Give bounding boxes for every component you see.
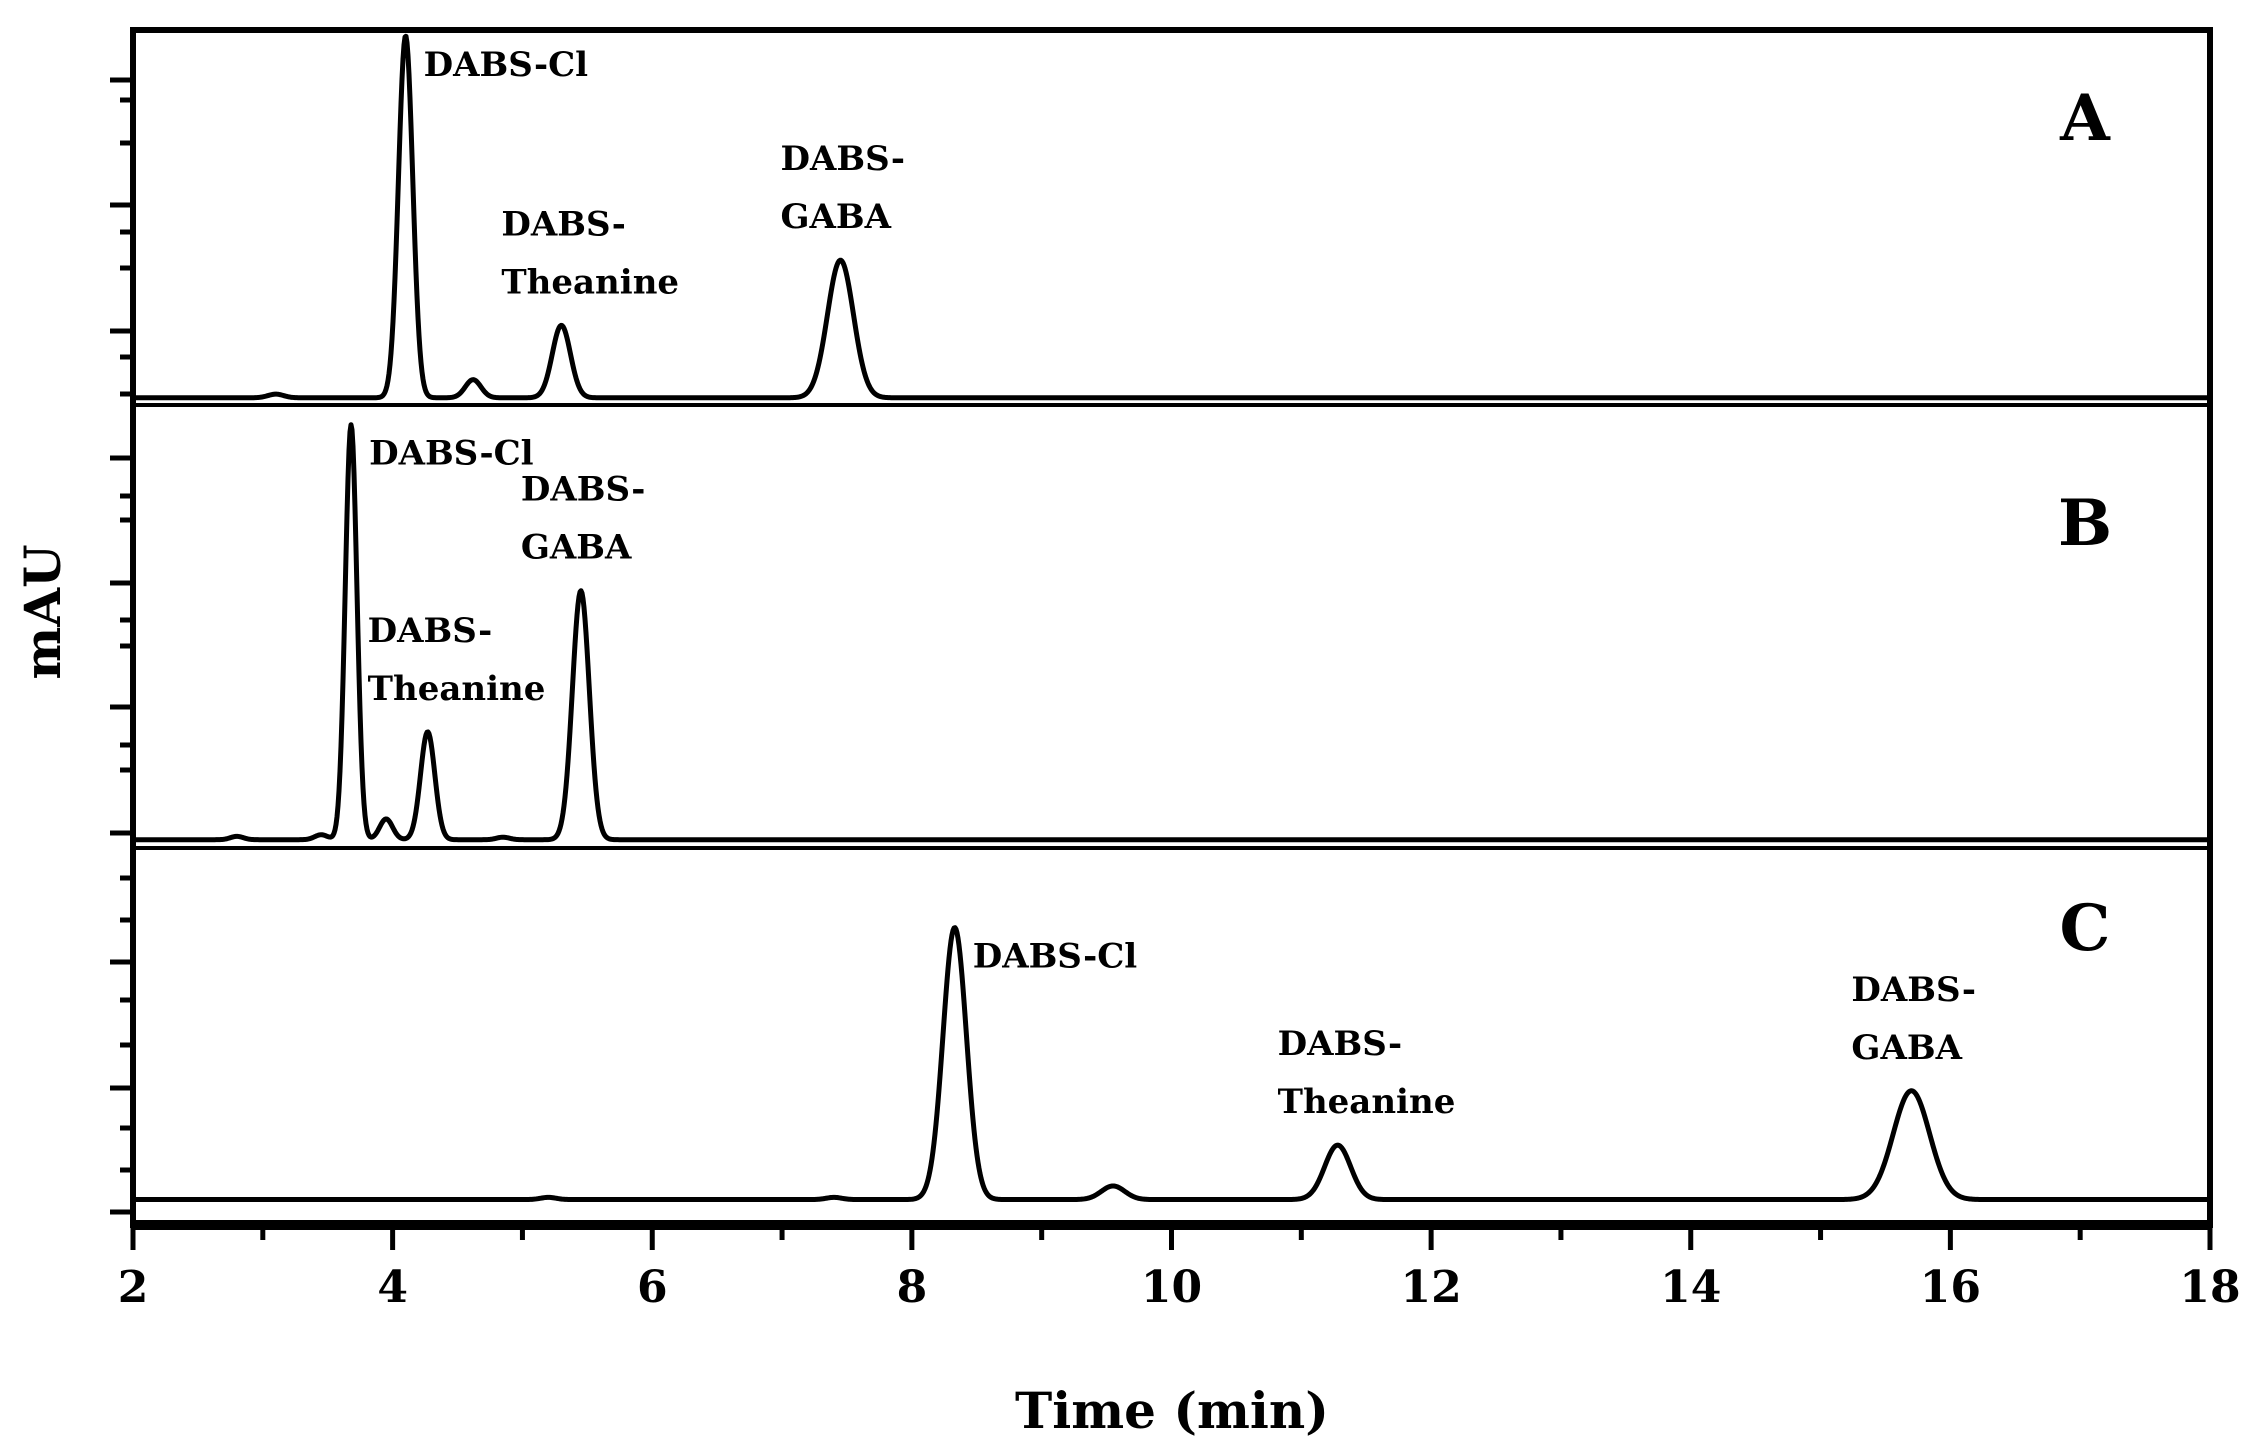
peak-annotation: Theanine	[368, 669, 546, 709]
panel-c: C DABS-Cl DABS- Theanine DABS- GABA	[131, 891, 2212, 1203]
x-tick-label: 6	[637, 1262, 668, 1313]
panel-label: A	[2059, 81, 2111, 156]
panel-label: B	[2058, 486, 2112, 561]
peak-annotation: DABS-Cl	[369, 434, 534, 474]
series-line	[131, 33, 2212, 401]
peak-annotation: DABS-	[521, 470, 646, 510]
peak-annotation: DABS-	[1851, 970, 1976, 1010]
x-tick-label: 4	[377, 1262, 408, 1313]
y-axis-ticks	[110, 77, 133, 1215]
peak-annotation: GABA	[521, 528, 632, 568]
peak-annotation: Theanine	[1278, 1082, 1456, 1122]
x-tick-label: 8	[897, 1262, 928, 1313]
series-line	[131, 422, 2212, 843]
x-tick-label: 12	[1401, 1262, 1462, 1313]
peak-annotation: DABS-	[501, 204, 626, 244]
x-tick-label: 14	[1660, 1262, 1721, 1313]
peak-annotation: DABS-	[368, 611, 493, 651]
chromatogram-panels: ADABS-ClDABS-TheanineDABS-GABABDABS-ClDA…	[131, 33, 2212, 1203]
x-tick-label: 18	[2179, 1262, 2240, 1313]
peak-annotation: GABA	[1851, 1028, 1962, 1068]
peak-annotation: DABS-Cl	[973, 937, 1138, 977]
x-tick-label: 10	[1141, 1262, 1202, 1313]
peak-annotation: DABS-	[780, 139, 905, 179]
x-axis-title: Time (min)	[1015, 1381, 1329, 1440]
panel-a: A DABS-Cl DABS- Theanine DABS- GABA	[131, 33, 2212, 407]
x-axis-ticks: 2 4 6 8 10 12 14 16 18	[118, 1225, 2241, 1313]
x-tick-label: 2	[118, 1262, 149, 1313]
peak-annotation: Theanine	[501, 262, 679, 302]
peak-annotation: DABS-Cl	[424, 45, 589, 85]
panel-label: C	[2060, 891, 2111, 966]
series-line	[131, 925, 2212, 1203]
peak-annotation: GABA	[780, 197, 891, 237]
x-tick-label: 16	[1920, 1262, 1981, 1313]
y-axis-title: mAU	[13, 544, 72, 679]
peak-annotation: DABS-	[1278, 1024, 1403, 1064]
